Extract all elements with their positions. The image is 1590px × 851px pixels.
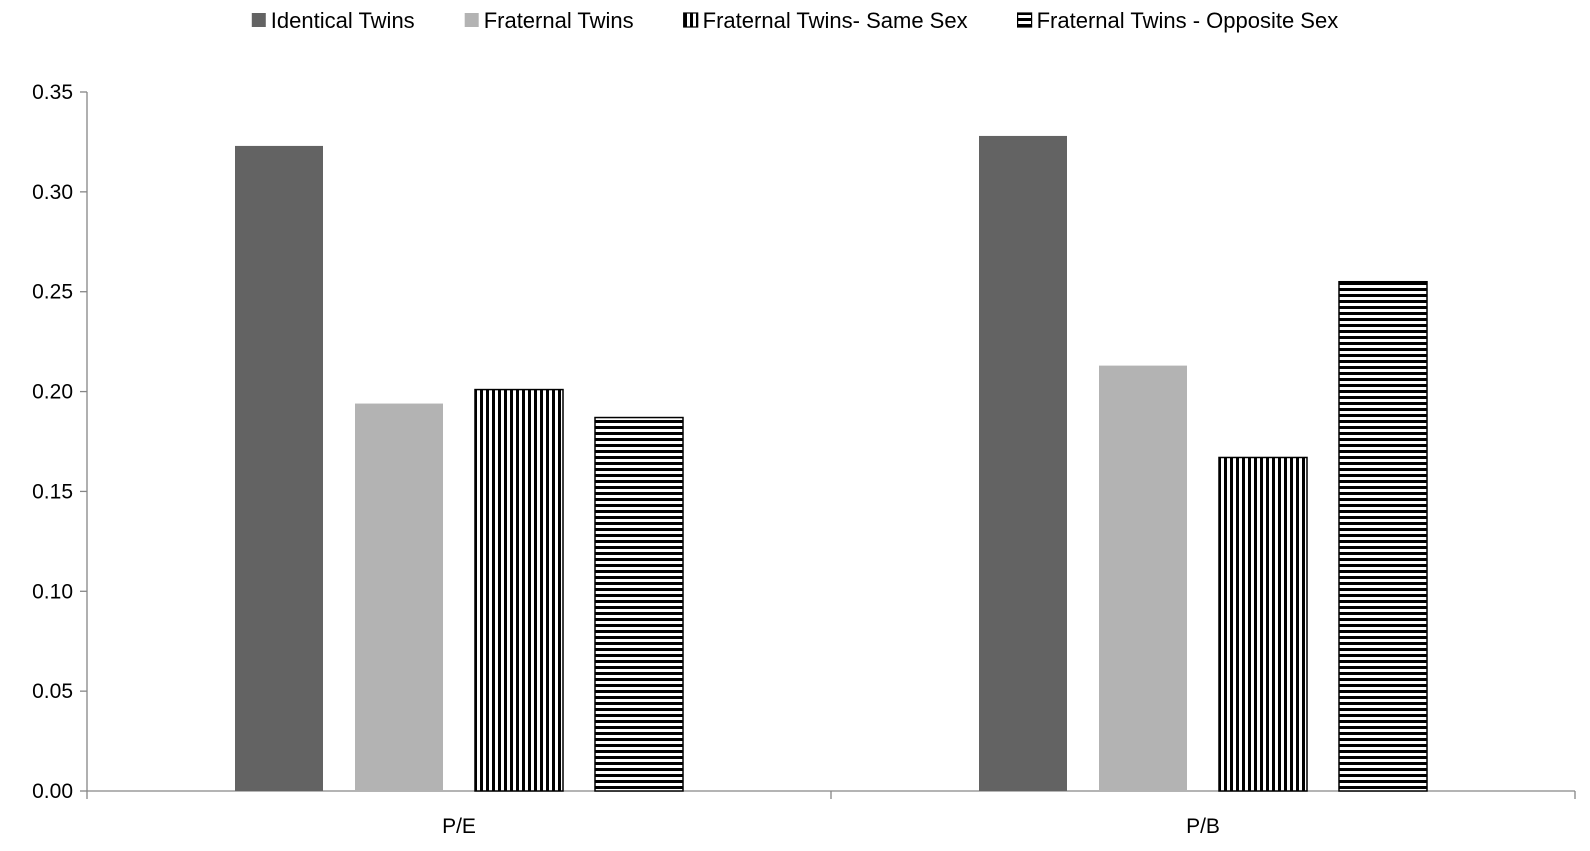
- bar: [979, 135, 1067, 792]
- legend-label: Fraternal Twins- Same Sex: [703, 8, 968, 33]
- axes: 0.00 0.05 0.10 0.15 0.20 0.25 0.30 0.35 P/E P/B: [32, 81, 1576, 838]
- legend-swatch: [464, 13, 479, 27]
- legend-item: Fraternal Twins: [464, 8, 634, 33]
- bar: [474, 388, 564, 792]
- y-tick-label: 0.25: [32, 281, 73, 304]
- bar: [1338, 280, 1428, 792]
- legend-swatch: [683, 12, 699, 28]
- bar: [235, 145, 323, 791]
- x-category-label: P/B: [1186, 815, 1220, 838]
- legend-label: Fraternal Twins - Opposite Sex: [1037, 8, 1339, 33]
- bar: [355, 403, 443, 791]
- bar: [1218, 456, 1308, 792]
- legend-item: Fraternal Twins - Opposite Sex: [1017, 8, 1339, 33]
- legend-item: Identical Twins: [251, 8, 415, 33]
- bar: [594, 416, 684, 792]
- bars: [235, 135, 1428, 792]
- bar: [1099, 365, 1187, 791]
- legend-swatch: [1017, 12, 1033, 28]
- legend-swatch: [251, 13, 266, 27]
- y-tick-label: 0.10: [32, 580, 73, 603]
- legend-label: Fraternal Twins: [484, 8, 634, 33]
- x-category-label: P/E: [442, 815, 476, 838]
- y-tick-label: 0.05: [32, 680, 73, 703]
- y-tick-label: 0.35: [32, 81, 73, 104]
- y-tick-label: 0.20: [32, 381, 73, 404]
- y-tick-label: 0.30: [32, 181, 73, 204]
- legend: Identical Twins Fraternal Twins Fraternal …: [251, 8, 1339, 33]
- legend-item: Fraternal Twins- Same Sex: [683, 8, 968, 33]
- legend-label: Identical Twins: [271, 8, 415, 33]
- y-tick-label: 0.00: [32, 780, 73, 803]
- y-tick-label: 0.15: [32, 480, 73, 503]
